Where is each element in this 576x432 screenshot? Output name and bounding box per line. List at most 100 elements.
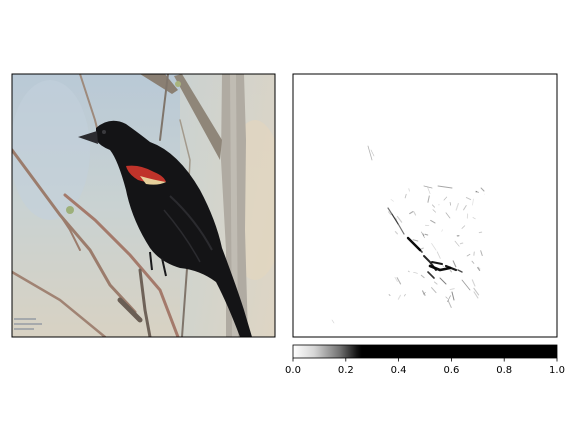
saliency-mark	[472, 217, 476, 220]
saliency-mark	[388, 294, 391, 297]
saliency-mark	[472, 198, 474, 206]
saliency-mark	[480, 187, 485, 192]
saliency-mark	[477, 267, 481, 271]
saliency-mark	[395, 217, 398, 221]
saliency-mark	[370, 149, 375, 157]
saliency-mark	[427, 187, 431, 194]
photo-watermark	[14, 318, 42, 330]
bird-eye	[102, 130, 106, 134]
colorbar-tick-label: 0.4	[391, 365, 407, 376]
saliency-mark	[461, 225, 466, 229]
saliency-mark	[331, 319, 335, 324]
saliency-mark	[420, 274, 425, 279]
saliency-mark	[449, 269, 452, 273]
saliency-mark	[451, 291, 455, 301]
saliency-mark	[459, 242, 464, 245]
saliency-mark	[477, 266, 481, 270]
colorbar-ticks: 0.0 0.2 0.4 0.6 0.8 1.0	[285, 358, 565, 376]
saliency-mark	[433, 281, 438, 285]
colorbar-gradient	[293, 345, 557, 358]
saliency-mark	[437, 185, 453, 189]
saliency-mark	[404, 193, 407, 199]
saliency-panel	[292, 73, 558, 338]
saliency-mark	[430, 219, 436, 224]
saliency-mark	[394, 230, 398, 235]
photo-bud	[66, 206, 74, 214]
saliency-mark	[441, 229, 443, 232]
saliency-mark	[421, 247, 424, 250]
saliency-mark	[439, 277, 447, 285]
saliency-mark	[407, 270, 410, 273]
colorbar: 0.0 0.2 0.4 0.6 0.8 1.0	[285, 344, 565, 376]
saliency-mark	[461, 279, 471, 291]
saliency-mark	[454, 240, 460, 247]
saliency-mark	[431, 243, 437, 251]
photo-frame	[11, 73, 276, 338]
saliency-mark	[457, 269, 463, 273]
saliency-mark	[422, 292, 426, 295]
bird-wing-feather	[163, 209, 201, 263]
photo-blur-patch	[12, 80, 90, 220]
saliency-mark	[466, 253, 471, 257]
saliency-mark	[452, 260, 457, 268]
saliency-mark	[421, 231, 425, 239]
saliency-mark	[447, 295, 451, 303]
saliency-mark	[413, 211, 417, 216]
saliency-mark	[409, 211, 414, 215]
photo-bud	[175, 81, 181, 87]
saliency-mark	[471, 279, 476, 287]
photo-branch	[174, 74, 222, 160]
saliency-mark	[442, 265, 445, 267]
saliency-mark	[431, 287, 437, 294]
saliency-mark	[444, 264, 458, 272]
photo-branch	[140, 74, 178, 94]
saliency-mark	[391, 213, 399, 225]
saliency-mark	[427, 271, 435, 279]
saliency-mark	[427, 195, 430, 203]
bird-yellow-edge	[140, 176, 166, 185]
colorbar-tick-label: 0.0	[285, 365, 301, 376]
saliency-mark	[449, 288, 455, 291]
saliency-mark	[390, 199, 394, 202]
saliency-mark	[423, 185, 433, 189]
saliency-mark	[387, 211, 392, 216]
saliency-mark	[445, 212, 451, 219]
saliency-mark	[367, 145, 373, 161]
saliency-frame	[292, 73, 558, 338]
saliency-mark	[431, 204, 436, 208]
saliency-mark	[404, 293, 406, 297]
colorbar-frame	[292, 344, 558, 359]
saliency-mark	[428, 264, 452, 272]
saliency-mark	[443, 196, 448, 201]
saliency-mark	[473, 291, 479, 299]
saliency-mark	[445, 296, 448, 299]
saliency-mark	[408, 188, 410, 192]
colorbar-tick-label: 0.2	[338, 365, 354, 376]
saliency-mark	[396, 215, 403, 223]
bird-legs	[149, 251, 167, 277]
saliency-mark	[471, 260, 475, 264]
saliency-mark	[424, 233, 429, 236]
saliency-mark	[432, 209, 437, 213]
saliency-mark	[397, 294, 402, 300]
saliency-mark	[421, 290, 426, 296]
saliency-mark	[455, 202, 459, 211]
saliency-mark	[473, 287, 480, 296]
photo-trunk-highlight	[230, 74, 238, 337]
saliency-mark	[412, 239, 419, 242]
saliency-mark	[431, 261, 443, 265]
saliency-mark	[422, 233, 425, 237]
colorbar-tick-label: 1.0	[549, 365, 565, 376]
saliency-mark	[447, 300, 452, 308]
bird-wing-feather	[169, 195, 213, 251]
bird-beak	[78, 131, 98, 144]
saliency-mark	[480, 250, 483, 257]
colorbar-tick-label: 0.8	[496, 365, 512, 376]
bird-figure	[78, 120, 252, 337]
photo-panel	[12, 74, 275, 337]
saliency-mark	[417, 247, 423, 253]
saliency-mark	[463, 205, 467, 211]
saliency-mark	[413, 271, 418, 274]
bird-red-patch	[126, 165, 166, 183]
